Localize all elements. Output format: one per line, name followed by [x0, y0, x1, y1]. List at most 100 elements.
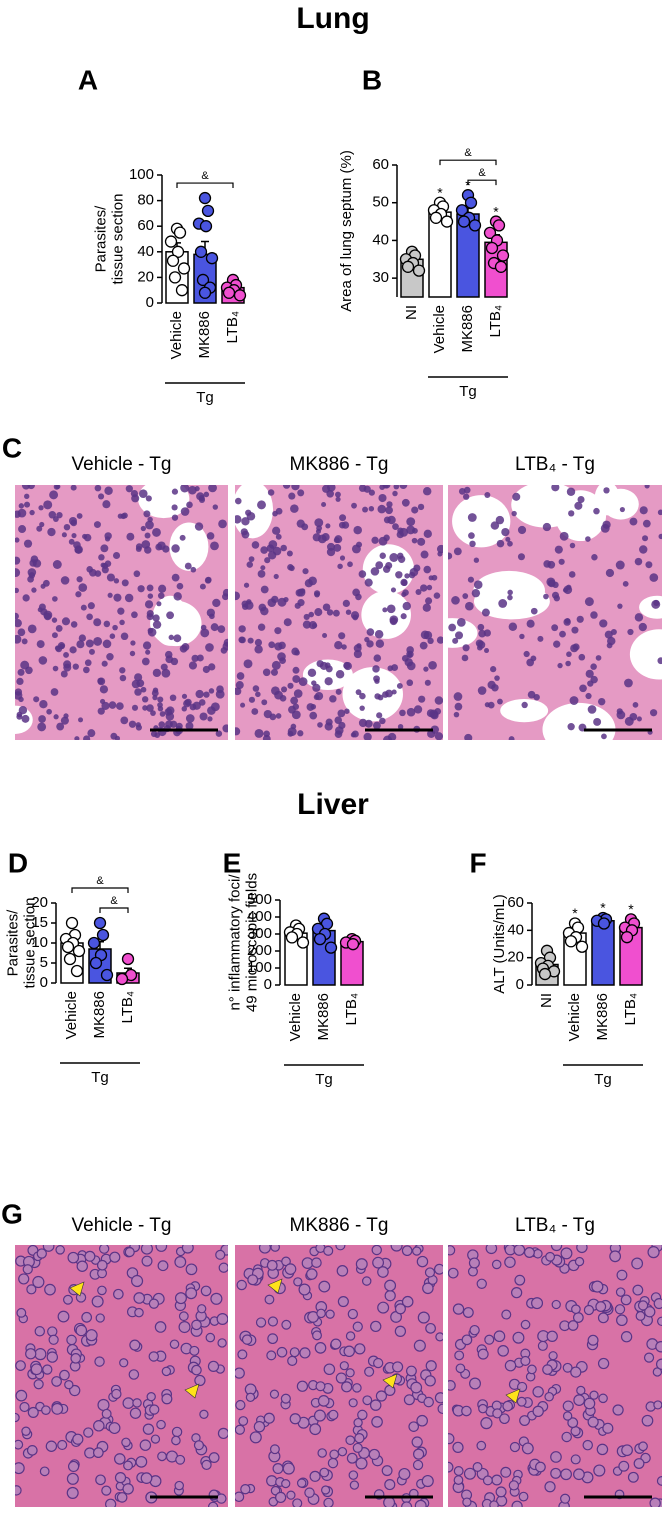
nucleus — [208, 1501, 219, 1507]
y-tick-label: 400 — [247, 908, 272, 925]
nucleus — [425, 597, 433, 605]
data-point — [198, 286, 212, 299]
significance-mark: * — [437, 184, 443, 200]
x-tick-label: LTB₄ — [343, 993, 360, 1026]
nucleus — [399, 709, 406, 717]
y-tick-label: 15 — [31, 914, 48, 931]
nucleus — [420, 550, 429, 559]
nucleus — [108, 1422, 121, 1435]
nucleus — [544, 1481, 556, 1493]
data-point — [538, 967, 552, 981]
nucleus — [382, 691, 389, 698]
nucleus — [508, 736, 515, 740]
nucleus — [116, 702, 124, 710]
data-point — [324, 941, 338, 954]
nucleus — [477, 623, 485, 631]
nucleus — [618, 1460, 630, 1472]
nucleus — [149, 1404, 160, 1415]
nucleus — [146, 1391, 156, 1402]
nucleus — [535, 1461, 546, 1473]
y-tick-label: 0 — [146, 294, 154, 311]
nucleus — [338, 521, 346, 529]
nucleus — [342, 599, 350, 608]
nucleus — [38, 505, 44, 511]
nucleus — [166, 611, 174, 620]
nucleus — [351, 502, 357, 509]
nucleus — [569, 542, 576, 549]
nucleus — [325, 523, 331, 529]
nucleus — [50, 688, 59, 696]
nucleus — [51, 1402, 64, 1415]
nucleus — [119, 674, 127, 682]
nucleus — [454, 1350, 465, 1361]
nucleus — [537, 635, 544, 642]
nucleus — [42, 1364, 53, 1375]
nucleus — [34, 1348, 47, 1361]
nucleus — [582, 1439, 593, 1451]
nucleus — [205, 643, 214, 652]
y-tick-label: 40 — [372, 231, 389, 248]
nucleus — [359, 692, 366, 700]
nucleus — [75, 1324, 88, 1337]
nucleus — [66, 1486, 79, 1499]
nucleus — [281, 686, 288, 693]
nucleus — [639, 545, 648, 554]
nucleus — [428, 660, 437, 670]
nucleus — [103, 620, 111, 628]
nucleus — [16, 677, 24, 686]
nucleus — [126, 532, 135, 541]
nucleus — [347, 1308, 359, 1320]
x-tick-label: MK886 — [315, 993, 332, 1041]
nucleus — [33, 1379, 44, 1390]
nucleus — [412, 1246, 422, 1256]
nucleus — [377, 694, 384, 701]
nucleus — [364, 578, 373, 587]
nucleus — [282, 485, 291, 489]
nucleus — [461, 1334, 473, 1346]
nucleus — [406, 517, 416, 527]
nucleus — [203, 691, 210, 698]
nucleus — [257, 569, 266, 578]
nucleus — [63, 523, 71, 531]
nucleus — [314, 591, 320, 598]
nucleus — [37, 722, 47, 732]
nucleus — [658, 533, 662, 540]
nucleus — [85, 1329, 98, 1342]
nucleus — [495, 515, 505, 525]
nucleus — [223, 638, 228, 647]
nucleus — [25, 1348, 37, 1360]
nucleus — [237, 1349, 248, 1360]
nucleus — [624, 678, 633, 688]
nucleus — [410, 1381, 423, 1394]
nucleus — [568, 571, 576, 578]
nucleus — [288, 565, 295, 572]
nucleus — [634, 613, 644, 622]
nucleus — [384, 1279, 397, 1292]
nucleus — [408, 571, 416, 579]
nucleus — [21, 485, 31, 490]
nucleus — [295, 589, 304, 597]
nucleus — [269, 1389, 280, 1399]
nucleus — [309, 1470, 321, 1482]
nucleus — [324, 722, 333, 731]
nucleus — [371, 1416, 383, 1428]
nucleus — [147, 627, 154, 634]
nucleus — [280, 1393, 291, 1404]
nucleus — [142, 1423, 155, 1435]
nucleus — [467, 576, 475, 583]
nucleus — [358, 485, 367, 492]
nucleus — [109, 633, 116, 639]
panel-letter: A — [78, 64, 98, 95]
significance-mark: * — [572, 905, 578, 921]
nucleus — [134, 1307, 144, 1318]
alveolus — [473, 583, 550, 620]
significance-mark: * — [628, 901, 634, 917]
nucleus — [52, 665, 59, 672]
nucleus — [566, 487, 576, 497]
nucleus — [323, 1245, 334, 1256]
nucleus — [531, 1297, 544, 1310]
nucleus — [595, 1301, 607, 1313]
nucleus — [456, 617, 466, 627]
nucleus — [338, 632, 346, 640]
nucleus — [215, 689, 225, 699]
